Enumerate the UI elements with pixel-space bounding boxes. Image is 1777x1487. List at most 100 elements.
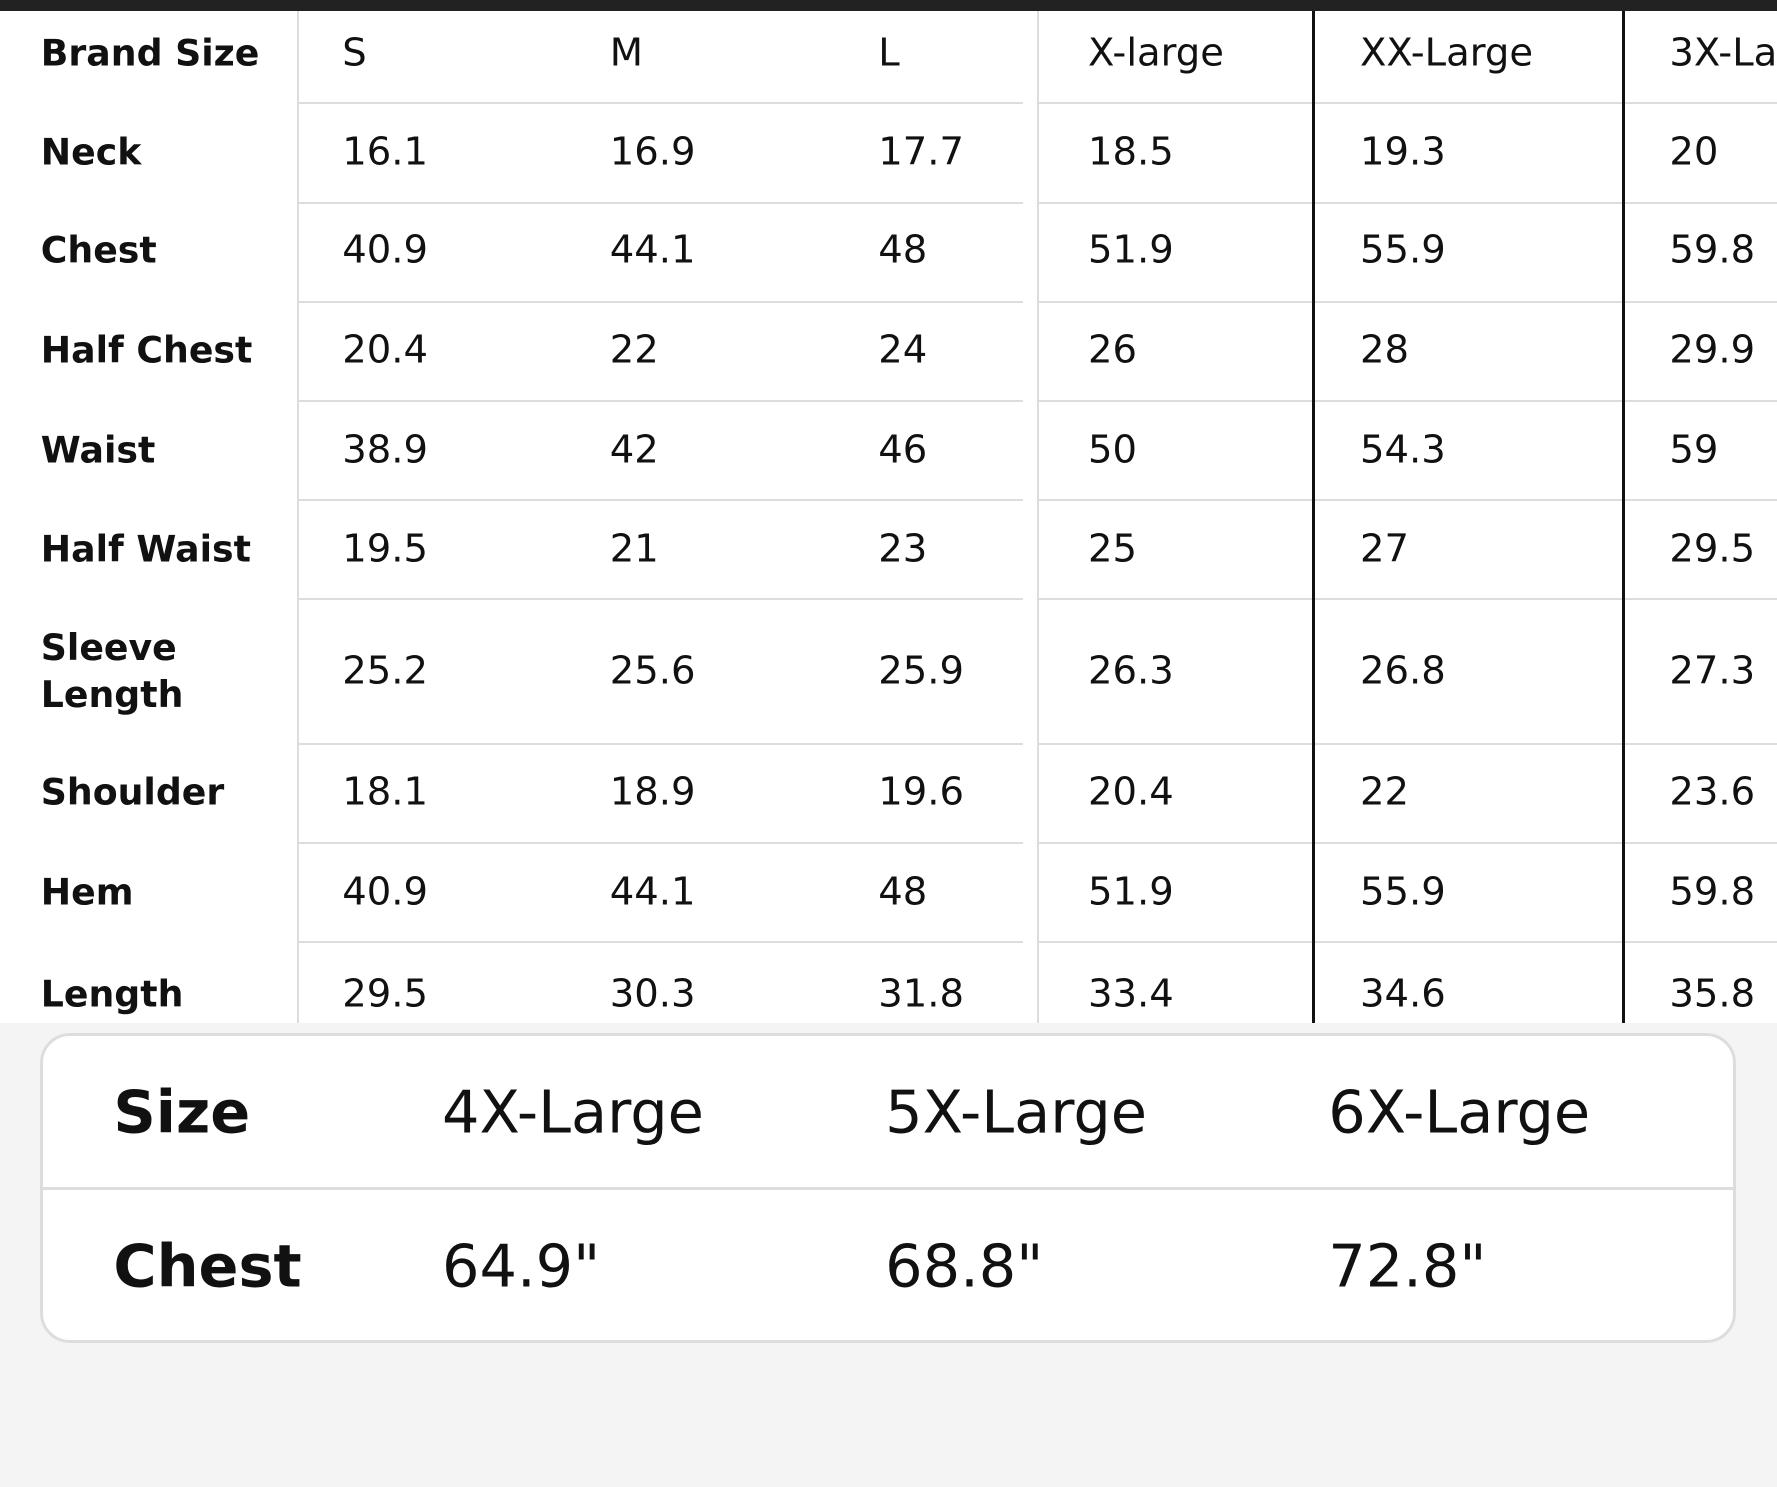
table-cell: 29.5 <box>1669 526 1756 571</box>
row-line <box>1039 400 1777 403</box>
table-cell: 38.9 <box>342 427 429 473</box>
table-cell: 25 <box>1087 526 1137 571</box>
table-cell: 46 <box>878 427 928 473</box>
table-cell: 25.6 <box>609 648 696 694</box>
row-label: Sleeve Length <box>40 625 184 716</box>
row-line <box>1039 743 1777 746</box>
table-cell: 26.8 <box>1359 648 1446 694</box>
table-cell: 59.8 <box>1669 869 1756 915</box>
table-cell: 18.1 <box>342 769 429 815</box>
table-cell: 25.9 <box>878 648 965 694</box>
table-cell: 40.9 <box>342 227 429 273</box>
size-table <box>0 11 1777 1023</box>
summary-cell: 72.8" <box>1328 1231 1487 1301</box>
col-line <box>1621 11 1625 1024</box>
table-cell: 26 <box>1087 327 1137 373</box>
row-label: Length <box>40 972 184 1016</box>
summary-cell: 5X-Large <box>885 1077 1148 1147</box>
row-line <box>1039 842 1777 845</box>
column-header: 3X-Large <box>1669 30 1777 76</box>
table-cell: 31.8 <box>878 971 965 1017</box>
table-cell: 29.5 <box>342 971 429 1017</box>
row-label: Half Waist <box>40 526 251 570</box>
table-cell: 48 <box>878 227 928 273</box>
table-cell: 44.1 <box>609 227 696 273</box>
table-cell: 16.1 <box>342 129 429 175</box>
table-cell: 50 <box>1087 427 1137 473</box>
table-cell: 51.9 <box>1087 869 1174 915</box>
top-bar <box>0 0 1777 11</box>
table-cell: 20.4 <box>342 327 429 373</box>
table-cell: 30.3 <box>609 971 696 1017</box>
col-line <box>1036 11 1039 1024</box>
table-cell: 18.5 <box>1087 129 1174 175</box>
table-cell: 40.9 <box>342 869 429 915</box>
row-label: Waist <box>40 428 156 472</box>
row-line <box>296 598 1024 601</box>
column-header: XX-Large <box>1359 30 1534 76</box>
row-line <box>296 101 1024 104</box>
table-cell: 20.4 <box>1087 769 1174 815</box>
row-line <box>296 201 1024 204</box>
table-cell: 19.3 <box>1359 129 1446 175</box>
table-cell: 17.7 <box>878 129 965 175</box>
table-cell: 42 <box>609 427 659 473</box>
table-cell: 24 <box>878 327 928 373</box>
row-line <box>296 743 1024 746</box>
table-cell: 54.3 <box>1359 427 1446 473</box>
table-cell: 55.9 <box>1359 869 1446 915</box>
row-label: Neck <box>40 130 142 174</box>
column-header: X-large <box>1087 30 1224 76</box>
table-cell: 22 <box>609 327 659 373</box>
table-cell: 26.3 <box>1087 648 1174 694</box>
table-cell: 59.8 <box>1669 227 1756 273</box>
col-line <box>1312 11 1316 1024</box>
column-header: L <box>878 30 900 76</box>
row-label: Half Chest <box>40 328 253 372</box>
table-cell: 59 <box>1669 427 1719 473</box>
row-label: Hem <box>40 870 134 914</box>
row-line <box>296 301 1024 304</box>
table-cell: 23 <box>878 526 928 571</box>
row-line <box>1039 201 1777 204</box>
table-cell: 35.8 <box>1669 971 1756 1017</box>
table-cell: 55.9 <box>1359 227 1446 273</box>
row-line <box>1039 598 1777 601</box>
table-cell: 48 <box>878 869 928 915</box>
table-cell: 25.2 <box>342 648 429 694</box>
table-cell: 19.5 <box>342 526 429 571</box>
table-cell: 27 <box>1359 526 1409 571</box>
row-line <box>1039 940 1777 943</box>
row-line <box>296 498 1024 501</box>
table-cell: 22 <box>1359 769 1409 815</box>
summary-cell: 6X-Large <box>1328 1077 1591 1147</box>
row-line <box>296 400 1024 403</box>
row-line <box>296 842 1024 845</box>
row-label: Brand Size <box>40 31 260 75</box>
table-cell: 29.9 <box>1669 327 1756 373</box>
table-cell: 20 <box>1669 129 1719 175</box>
row-line <box>1039 498 1777 501</box>
table-cell: 27.3 <box>1669 648 1756 694</box>
table-cell: 16.9 <box>609 129 696 175</box>
table-cell: 18.9 <box>609 769 696 815</box>
summary-cell: 4X-Large <box>441 1077 704 1147</box>
column-header: S <box>342 30 367 76</box>
table-cell: 51.9 <box>1087 227 1174 273</box>
row-label: Shoulder <box>40 770 225 814</box>
table-cell: 21 <box>609 526 659 571</box>
table-cell: 19.6 <box>878 769 965 815</box>
row-line <box>1039 101 1777 104</box>
summary-cell: 68.8" <box>885 1231 1044 1301</box>
table-cell: 34.6 <box>1359 971 1446 1017</box>
row-label: Chest <box>40 228 157 272</box>
summary-divider <box>41 1186 1736 1190</box>
column-header: M <box>609 30 643 76</box>
table-cell: 44.1 <box>609 869 696 915</box>
row-line <box>296 940 1024 943</box>
col-line <box>296 11 299 1024</box>
summary-label: Chest <box>113 1231 302 1301</box>
table-cell: 33.4 <box>1087 971 1174 1017</box>
summary-cell: 64.9" <box>441 1231 601 1301</box>
